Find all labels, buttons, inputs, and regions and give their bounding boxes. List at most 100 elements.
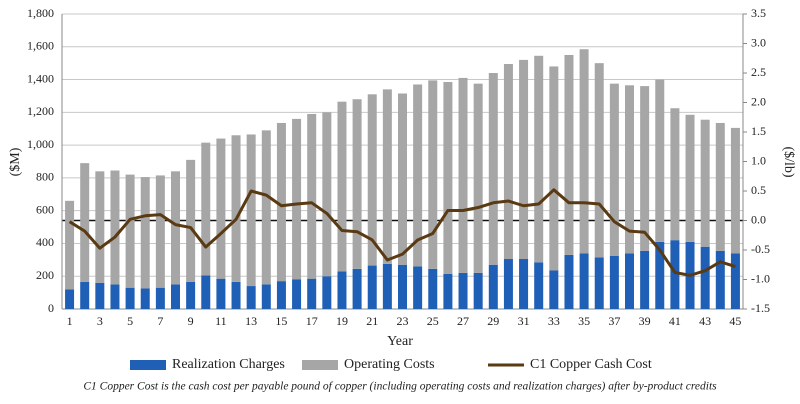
bar	[307, 113, 317, 279]
x-tick-label: 29	[487, 314, 499, 328]
bar	[503, 259, 513, 309]
y-tick-label: 1,400	[27, 71, 54, 85]
x-tick-label: 23	[397, 314, 409, 328]
bar	[458, 77, 468, 273]
bar	[594, 63, 604, 258]
bar	[382, 263, 392, 309]
bar	[640, 86, 650, 251]
bar	[65, 289, 75, 309]
x-tick-label: 5	[127, 314, 133, 328]
bar	[292, 118, 302, 280]
bar	[367, 94, 377, 266]
bar	[140, 288, 150, 309]
bar	[428, 268, 438, 309]
y-tick-label: 1,600	[27, 39, 54, 53]
line	[68, 188, 736, 277]
x-axis-label: Year	[387, 334, 413, 349]
bar	[80, 281, 90, 309]
y2-tick-label: 1.0	[751, 153, 766, 167]
y2-tick-label: 0.0	[751, 212, 766, 226]
y2-tick-label: 3.5	[751, 6, 766, 20]
bar	[352, 99, 362, 269]
bar	[700, 119, 710, 247]
bar	[216, 278, 226, 309]
bar	[95, 171, 105, 283]
bar	[110, 170, 120, 285]
y2-tick-label: 0.5	[751, 183, 766, 197]
bar	[730, 253, 740, 309]
bar	[65, 200, 75, 290]
x-tick-label: 13	[245, 314, 257, 328]
x-tick-label: 27	[457, 314, 469, 328]
y2-tick-label: 2.0	[751, 94, 766, 108]
bar	[670, 108, 680, 241]
bar	[276, 281, 286, 309]
bar	[367, 265, 377, 309]
bar	[322, 276, 332, 309]
x-tick-label: 21	[366, 314, 378, 328]
bar	[201, 275, 211, 309]
y2-axis-label: ($/lb)	[781, 146, 796, 177]
bar	[231, 281, 241, 309]
x-tick-label: 17	[306, 314, 318, 328]
x-tick-label: 37	[608, 314, 620, 328]
x-tick-label: 7	[157, 314, 163, 328]
bar	[261, 284, 271, 309]
x-tick-label: 9	[188, 314, 194, 328]
x-tick-label: 1	[67, 314, 73, 328]
bar	[201, 142, 211, 276]
bar	[140, 177, 150, 289]
x-tick-label: 41	[669, 314, 681, 328]
bar	[715, 122, 725, 251]
x-tick-label: 15	[275, 314, 287, 328]
bar	[398, 93, 407, 265]
y-tick-label: 600	[36, 202, 54, 216]
bar	[549, 66, 559, 271]
bar	[80, 163, 90, 282]
bar	[625, 253, 634, 309]
x-tick-label: 19	[336, 314, 348, 328]
bar	[685, 114, 695, 242]
x-tick-label: 43	[699, 314, 711, 328]
bar	[413, 84, 423, 267]
bar	[549, 270, 559, 309]
bar	[655, 241, 665, 309]
y2-tick-label: -0.5	[751, 242, 770, 256]
legend-swatch	[302, 360, 338, 370]
bar	[186, 281, 196, 309]
bar	[322, 112, 332, 277]
bar	[534, 262, 544, 309]
x-tick-label: 3	[97, 314, 103, 328]
bar	[670, 240, 680, 309]
bar	[171, 171, 180, 285]
bar	[307, 278, 317, 309]
legend-label: Operating Costs	[344, 357, 435, 372]
bar	[216, 138, 226, 279]
bar	[730, 127, 740, 254]
bar	[246, 286, 256, 309]
bar	[413, 266, 423, 309]
y2-tick-label: -1.5	[751, 301, 770, 315]
bar	[564, 254, 574, 309]
legend-label: C1 Copper Cash Cost	[530, 357, 652, 372]
x-tick-label: 39	[639, 314, 651, 328]
y-tick-label: 0	[48, 301, 54, 315]
bar	[428, 80, 438, 269]
y-tick-label: 200	[36, 268, 54, 282]
bar	[443, 82, 453, 274]
y2-tick-label: -1.0	[751, 271, 770, 285]
bar	[534, 55, 544, 263]
bar	[640, 250, 650, 309]
bar	[458, 272, 468, 309]
bar	[473, 83, 483, 273]
bar	[519, 59, 529, 260]
bar	[625, 85, 634, 254]
bar	[564, 54, 574, 255]
bar	[352, 268, 362, 309]
x-tick-label: 35	[578, 314, 590, 328]
bar	[292, 279, 302, 309]
bar	[186, 159, 196, 282]
bar	[276, 122, 286, 282]
bar	[125, 287, 135, 309]
